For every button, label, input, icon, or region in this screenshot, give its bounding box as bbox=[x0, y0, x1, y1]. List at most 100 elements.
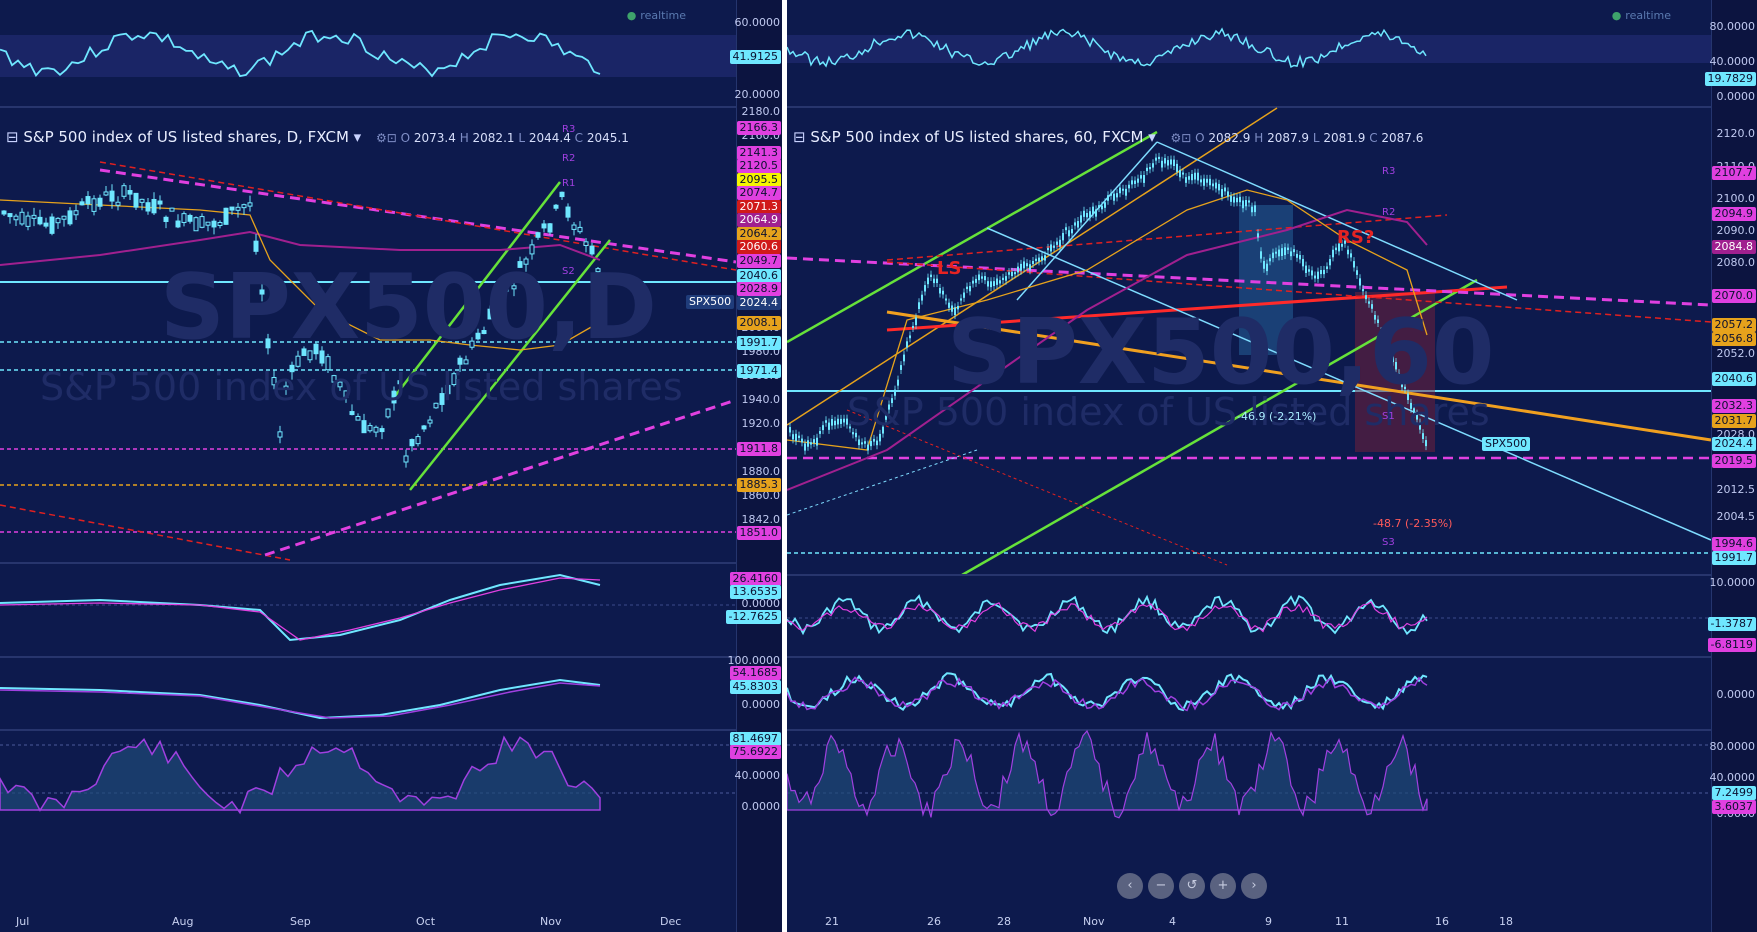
nav-button[interactable]: › bbox=[1241, 873, 1267, 899]
right-candle bbox=[1110, 193, 1112, 196]
right-candle bbox=[1413, 408, 1415, 414]
right-candle bbox=[1203, 178, 1205, 186]
left-candle bbox=[37, 216, 43, 225]
left-price-tag: 1911.8 bbox=[736, 442, 781, 456]
right-candle bbox=[840, 418, 842, 424]
left-time-axis[interactable]: Jul Aug Sep Oct Nov Dec bbox=[0, 915, 736, 931]
right-candle bbox=[1290, 251, 1292, 257]
right-candle bbox=[1188, 176, 1190, 180]
right-candle bbox=[918, 302, 920, 309]
right-candle bbox=[1212, 183, 1214, 187]
dropdown-icon[interactable]: ▾ bbox=[1148, 128, 1156, 146]
right-candle bbox=[1380, 331, 1382, 336]
left-osc2-tag: 54.1685 bbox=[729, 666, 781, 680]
left-x-label: Jul bbox=[16, 915, 30, 928]
collapse-icon[interactable]: ⊟ bbox=[6, 128, 19, 146]
left-macd-tag: -12.7625 bbox=[725, 610, 781, 624]
right-candle bbox=[792, 434, 794, 440]
left-price-tag: 2071.3 bbox=[736, 200, 781, 214]
left-candle bbox=[301, 348, 307, 356]
nav-button[interactable]: + bbox=[1210, 873, 1236, 899]
right-candle bbox=[867, 444, 869, 451]
right-candle bbox=[1170, 159, 1172, 165]
right-symbol-title[interactable]: S&P 500 index of US listed shares, 60, F… bbox=[810, 128, 1144, 146]
right-candle bbox=[801, 438, 803, 443]
settings-icon[interactable]: ⚙⊡ bbox=[1170, 131, 1192, 145]
right-candle bbox=[1152, 163, 1154, 168]
right-candle bbox=[1257, 233, 1259, 238]
right-candle bbox=[1218, 183, 1220, 191]
left-candle bbox=[517, 261, 523, 268]
right-watermark: SPX500,60 bbox=[947, 300, 1495, 405]
nav-button[interactable]: − bbox=[1148, 873, 1174, 899]
right-price-tag: 1991.7 bbox=[1711, 551, 1756, 565]
left-price-tag: 1991.7 bbox=[736, 336, 781, 350]
right-candle bbox=[846, 418, 848, 425]
right-macd-signal bbox=[787, 601, 1428, 633]
left-osc2-line bbox=[0, 678, 601, 720]
left-macd-tick: 0.0000 bbox=[741, 597, 781, 610]
right-price-tick: 2080.0 bbox=[1716, 256, 1756, 269]
left-candle bbox=[283, 385, 289, 390]
left-chart: SPX500,D S&P 500 index of US listed shar… bbox=[0, 0, 782, 932]
left-price-axis[interactable]: 60.000020.000041.91252180.02160.02140.02… bbox=[725, 0, 782, 932]
left-osc2-tag: 45.8303 bbox=[729, 680, 781, 694]
right-candle bbox=[1026, 263, 1028, 267]
chart-navigation[interactable]: ‹ − ↺ + › bbox=[1117, 873, 1272, 899]
right-candle bbox=[912, 325, 914, 328]
right-candle bbox=[1353, 261, 1355, 268]
right-candle bbox=[798, 435, 800, 438]
right-pivot-label: R3 bbox=[1382, 166, 1396, 177]
right-time-axis[interactable]: 21 26 28 Nov 4 9 11 16 18 bbox=[787, 915, 1711, 931]
collapse-icon[interactable]: ⊟ bbox=[793, 128, 806, 146]
right-cyan-top bbox=[1156, 141, 1518, 301]
right-candle bbox=[939, 288, 941, 294]
right-candle bbox=[1320, 270, 1322, 275]
right-candle bbox=[966, 286, 968, 290]
left-price-tag: 2024.4 bbox=[736, 296, 781, 310]
left-stoch-area bbox=[0, 735, 601, 815]
right-title-bar[interactable]: ⊟ S&P 500 index of US listed shares, 60,… bbox=[793, 128, 1423, 146]
nav-button[interactable]: ‹ bbox=[1117, 873, 1143, 899]
dropdown-icon[interactable]: ▾ bbox=[353, 128, 362, 146]
right-price-axis[interactable]: 80.000040.00000.000019.78292120.02110.02… bbox=[1704, 0, 1757, 932]
left-candle bbox=[97, 197, 103, 207]
left-watermark: SPX500,D bbox=[160, 255, 657, 360]
left-candle bbox=[595, 268, 601, 273]
right-x-label: 11 bbox=[1335, 915, 1349, 928]
right-candle bbox=[1329, 259, 1331, 266]
left-ohlc: ⚙⊡ O 2073.4 H 2082.1 L 2044.4 C 2045.1 bbox=[375, 131, 629, 145]
right-candle bbox=[1113, 193, 1115, 201]
left-price-tag: 2060.6 bbox=[736, 240, 781, 254]
settings-icon[interactable]: ⚙⊡ bbox=[375, 131, 397, 145]
left-title-bar[interactable]: ⊟ S&P 500 index of US listed shares, D, … bbox=[6, 128, 629, 146]
right-candle bbox=[1104, 202, 1106, 208]
right-candle bbox=[1407, 393, 1409, 401]
right-ma-purple bbox=[787, 208, 1428, 491]
right-candle bbox=[1059, 239, 1061, 247]
right-candle bbox=[1416, 413, 1418, 420]
right-candle bbox=[1122, 188, 1124, 191]
right-candle bbox=[909, 335, 911, 339]
right-candle bbox=[1140, 175, 1142, 179]
right-candle bbox=[1260, 251, 1262, 259]
left-candle bbox=[457, 357, 463, 365]
left-symbol-title[interactable]: S&P 500 index of US listed shares, D, FX… bbox=[23, 128, 349, 146]
left-candle bbox=[487, 308, 493, 320]
nav-button[interactable]: ↺ bbox=[1179, 873, 1205, 899]
left-osc2-tick: 100.0000 bbox=[727, 654, 781, 667]
left-price-tag: 2141.3 bbox=[736, 146, 781, 160]
left-candle bbox=[49, 216, 55, 234]
right-candle bbox=[1008, 272, 1010, 275]
right-candle bbox=[1242, 200, 1244, 209]
left-realtime-indicator: realtime bbox=[627, 9, 686, 22]
left-candle bbox=[235, 206, 241, 211]
right-candle bbox=[1305, 265, 1307, 274]
right-price-tag: 2070.0 bbox=[1711, 289, 1756, 303]
pane-divider[interactable] bbox=[782, 0, 787, 932]
right-candle bbox=[825, 420, 827, 423]
right-candle bbox=[888, 404, 890, 410]
left-candle bbox=[553, 204, 559, 209]
left-price-tag: 2120.5 bbox=[736, 159, 781, 173]
